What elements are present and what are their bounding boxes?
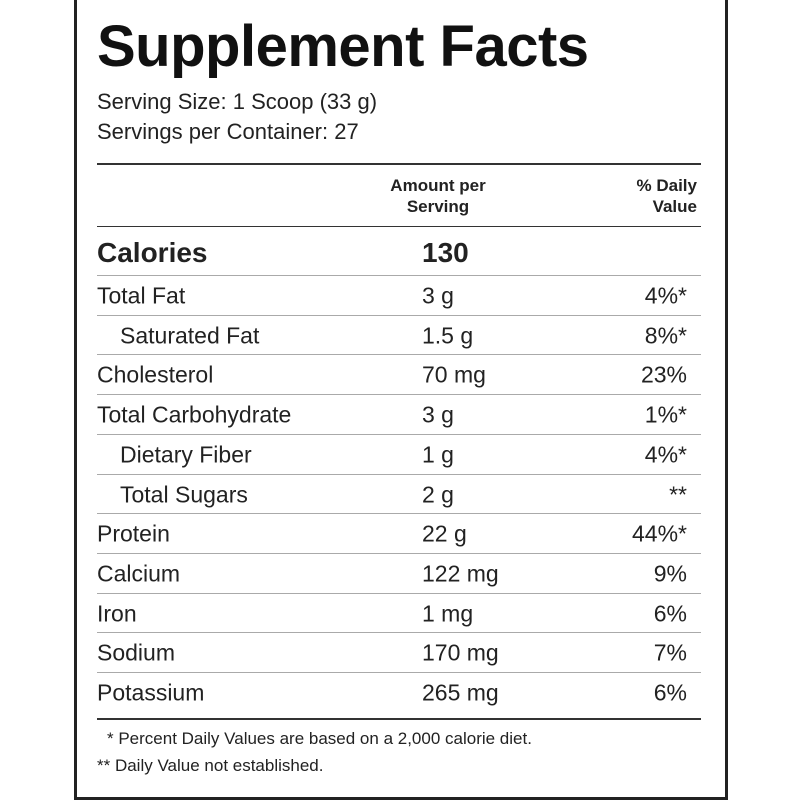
- nutrient-name: Potassium: [97, 679, 205, 706]
- nutrient-name: Iron: [97, 600, 137, 627]
- nutrient-amount: 3 g: [422, 282, 454, 309]
- nutrient-amount: 122 mg: [422, 560, 499, 587]
- nutrient-name: Calcium: [97, 560, 181, 587]
- nutrient-daily-value: 44%*: [632, 520, 687, 547]
- nutrient-amount: 2 g: [422, 481, 454, 507]
- nutrient-amount: 70 mg: [422, 361, 486, 388]
- divider: [97, 354, 701, 356]
- divider: [97, 592, 701, 594]
- nutrient-name: Cholesterol: [97, 361, 214, 388]
- nutrient-daily-value: 4%*: [644, 282, 687, 309]
- nutrient-daily-value: 9%: [653, 560, 687, 587]
- divider: [97, 718, 701, 720]
- nutrient-daily-value: 1%*: [644, 401, 687, 428]
- divider: [97, 226, 701, 227]
- nutrient-amount: 1.5 g: [422, 322, 474, 349]
- nutrient-amount: 170 mg: [422, 639, 499, 666]
- footnote: * Percent Daily Values are based on a 2,…: [107, 729, 532, 748]
- divider: [97, 163, 701, 165]
- nutrient-name: Total Sugars: [120, 481, 248, 507]
- divider: [97, 632, 701, 634]
- nutrient-name: Saturated Fat: [120, 322, 260, 349]
- divider: [97, 275, 701, 276]
- nutrient-daily-value: 7%: [653, 639, 687, 666]
- footnote: ** Daily Value not established.: [97, 756, 324, 775]
- nutrient-amount: 265 mg: [422, 679, 499, 706]
- calories-label: Calories: [97, 237, 208, 268]
- divider: [97, 552, 701, 554]
- nutrient-daily-value: 6%: [653, 679, 687, 706]
- nutrient-name: Dietary Fiber: [120, 441, 252, 468]
- nutrient-amount: 1 g: [422, 441, 454, 468]
- nutrient-name: Total Fat: [97, 282, 186, 309]
- nutrient-amount: 22 g: [422, 520, 467, 547]
- amount-header: Amount per Serving: [390, 176, 486, 216]
- daily-value-header: % Daily Value: [636, 176, 697, 216]
- nutrient-amount: 3 g: [422, 401, 454, 428]
- nutrient-daily-value: 4%*: [644, 441, 687, 468]
- divider: [97, 473, 701, 475]
- divider: [97, 394, 701, 396]
- divider: [97, 314, 701, 316]
- supplement-facts-label: Supplement Facts Serving Size: 1 Scoop (…: [74, 0, 728, 800]
- title: Supplement Facts: [97, 14, 589, 79]
- nutrient-name: Total Carbohydrate: [97, 401, 292, 428]
- nutrient-name: Protein: [97, 520, 170, 547]
- nutrient-daily-value: 6%: [653, 600, 687, 627]
- nutrient-daily-value: **: [669, 481, 687, 507]
- nutrient-name: Sodium: [97, 639, 175, 666]
- nutrient-daily-value: 8%*: [644, 322, 687, 349]
- divider: [97, 513, 701, 515]
- divider: [97, 433, 701, 435]
- nutrient-amount: 1 mg: [422, 600, 474, 627]
- divider: [97, 672, 701, 673]
- nutrient-daily-value: 23%: [640, 361, 687, 388]
- calories-amount: 130: [422, 237, 469, 268]
- servings-per-container: Servings per Container: 27: [97, 119, 359, 144]
- serving-size: Serving Size: 1 Scoop (33 g): [97, 89, 378, 114]
